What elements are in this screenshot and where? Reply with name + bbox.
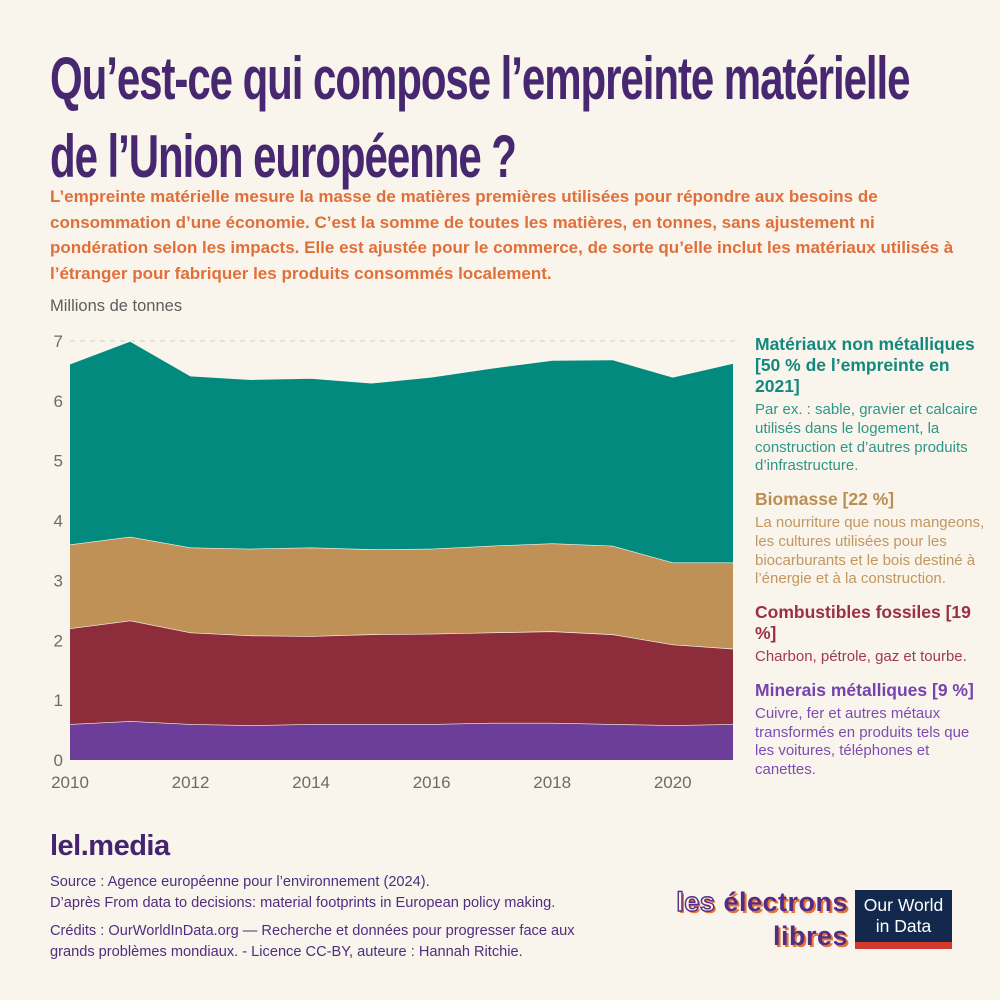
svg-text:5: 5 [54, 452, 63, 471]
brand-wordmark: lel.media [50, 830, 170, 862]
svg-text:2020: 2020 [654, 773, 692, 792]
svg-text:1: 1 [54, 691, 63, 710]
source-credits: Source : Agence européenne pour l’enviro… [50, 872, 710, 963]
our-world-in-data-logo: Our World in Data [855, 890, 952, 949]
svg-text:2016: 2016 [413, 773, 451, 792]
svg-text:2: 2 [54, 631, 63, 650]
svg-text:6: 6 [54, 392, 63, 411]
svg-text:4: 4 [54, 512, 63, 531]
legend-block-fossil-fuels: Combustibles fossiles [19 %] Charbon, pé… [755, 602, 991, 667]
legend-block-biomass: Biomasse [22 %] La nourriture que nous m… [755, 489, 991, 589]
chart-legend: Matériaux non métalliques [50 % de l’emp… [755, 334, 991, 793]
legend-heading-fossil-fuels: Combustibles fossiles [19 %] [755, 602, 971, 643]
legend-body-biomass: La nourriture que nous mangeons, les cul… [755, 514, 985, 588]
legend-heading-metal-ores: Minerais métalliques [9 %] [755, 679, 974, 700]
legend-block-non-metallic: Matériaux non métalliques [50 % de l’emp… [755, 334, 991, 476]
page-subtitle: L’empreinte matérielle mesure la masse d… [50, 187, 954, 283]
svg-text:2018: 2018 [533, 773, 571, 792]
svg-text:7: 7 [54, 332, 63, 351]
legend-body-metal-ores: Cuivre, fer et autres métaux transformés… [755, 704, 970, 778]
logo-line-1: les électrons [676, 886, 848, 917]
legend-body-fossil-fuels: Charbon, pétrole, gaz et tourbe. [755, 648, 967, 665]
credit-line: Crédits : OurWorldInData.org — Recherche… [50, 923, 575, 940]
y-axis-unit-label: Millions de tonnes [50, 297, 183, 315]
legend-heading-biomass: Biomasse [22 %] [755, 489, 895, 509]
svg-text:2010: 2010 [51, 773, 89, 792]
owid-logo-line-2: in Data [875, 916, 932, 936]
credit-line: grands problèmes mondiaux. - Licence CC-… [50, 944, 523, 961]
source-line: D’après From data to decisions: material… [50, 894, 556, 911]
legend-block-metal-ores: Minerais métalliques [9 %] Cuivre, fer e… [755, 680, 991, 780]
owid-logo-line-1: Our World [863, 895, 944, 916]
les-electrons-libres-logo: les électrons libres [676, 886, 848, 954]
svg-text:3: 3 [54, 571, 63, 590]
legend-heading-non-metallic: Matériaux non métalliques [50 % de l’emp… [755, 334, 975, 396]
page-title: Qu’est-ce qui compose l’empreinte matéri… [50, 45, 910, 190]
svg-text:0: 0 [54, 751, 63, 770]
source-line: Source : Agence européenne pour l’enviro… [50, 874, 430, 890]
stacked-area-chart: 0 1 2 3 4 5 6 7 2010 2012 2014 2016 2018 2020 [51, 332, 737, 792]
legend-body-non-metallic: Par ex. : sable, gravier et calcaire uti… [755, 401, 978, 475]
svg-text:2012: 2012 [172, 773, 210, 792]
svg-text:2014: 2014 [292, 773, 330, 792]
logo-line-2: libres [772, 920, 848, 951]
